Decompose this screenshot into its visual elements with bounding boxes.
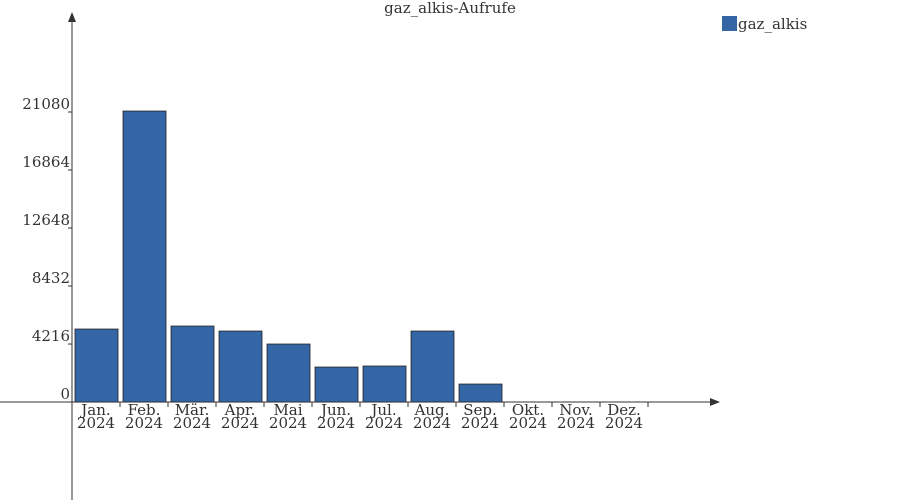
bar xyxy=(458,383,503,403)
y-axis-arrow xyxy=(68,12,76,22)
x-tick-label: 2024 xyxy=(317,414,355,432)
bar xyxy=(266,343,311,403)
x-tick-label: Nov. xyxy=(559,401,593,419)
bar xyxy=(170,325,215,403)
bar xyxy=(218,330,263,403)
y-tick-label: 16864 xyxy=(22,153,70,171)
x-tick-label: Jan. xyxy=(79,401,110,419)
x-tick-label: Dez. xyxy=(607,401,641,419)
x-tick-label: 2024 xyxy=(173,414,211,432)
legend-swatch xyxy=(722,16,737,31)
x-tick-label: Okt. xyxy=(512,401,544,419)
x-tick-label: 2024 xyxy=(557,414,595,432)
x-tick-label: 2024 xyxy=(413,414,451,432)
x-tick-label: 2024 xyxy=(125,414,163,432)
x-axis-arrow xyxy=(710,398,720,407)
y-tick-label: 0 xyxy=(60,385,70,403)
x-tick-label: Jun. xyxy=(319,401,351,419)
y-tick-label: 8432 xyxy=(32,269,70,287)
x-tick-label: Feb. xyxy=(128,401,161,419)
x-tick-label: Mai xyxy=(273,401,302,419)
x-tick-label: 2024 xyxy=(461,414,499,432)
bar xyxy=(74,328,119,403)
bar xyxy=(362,365,407,403)
bar xyxy=(122,110,167,403)
chart-title: gaz_alkis-Aufrufe xyxy=(384,0,516,17)
x-tick-label: 2024 xyxy=(509,414,547,432)
x-tick-label: Sep. xyxy=(463,401,497,419)
x-tick-label: Apr. xyxy=(224,401,256,419)
x-tick-label: 2024 xyxy=(77,414,115,432)
x-tick-label: 2024 xyxy=(365,414,403,432)
legend-label: gaz_alkis xyxy=(738,15,807,33)
x-tick-label: 2024 xyxy=(605,414,643,432)
y-tick-label: 4216 xyxy=(32,327,70,345)
y-tick-label: 21080 xyxy=(22,95,70,113)
x-tick-label: 2024 xyxy=(221,414,259,432)
x-tick-label: 2024 xyxy=(269,414,307,432)
y-tick-label: 12648 xyxy=(22,211,70,229)
x-tick-label: Jul. xyxy=(369,401,396,419)
bar xyxy=(314,366,359,403)
x-tick-label: Mär. xyxy=(175,401,210,419)
x-tick-label: Aug. xyxy=(414,401,450,419)
bar xyxy=(410,330,455,403)
